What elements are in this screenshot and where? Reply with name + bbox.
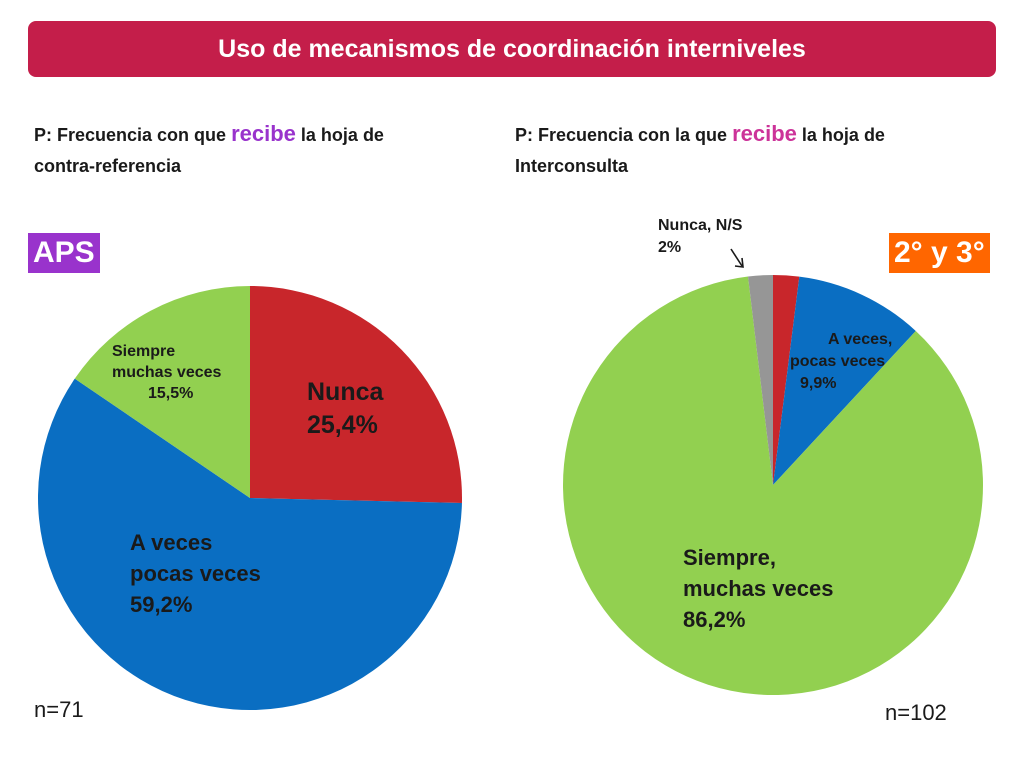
question-right: P: Frecuencia con la que recibe la hoja … bbox=[515, 118, 995, 182]
question-left-post: la hoja de contra-referencia bbox=[34, 125, 384, 176]
pie-left-slice-0 bbox=[250, 286, 462, 503]
pie-right-slice-2 bbox=[563, 276, 984, 696]
aps-tag: APS bbox=[28, 233, 100, 273]
question-left-emph: recibe bbox=[231, 121, 296, 146]
question-left-pre: P: Frecuencia con que bbox=[34, 125, 227, 145]
pie-left-label-1: A veces pocas veces 59,2% bbox=[130, 530, 261, 617]
pie-left-label-0: Nunca 25,4% bbox=[307, 378, 385, 439]
aps-tag-text: APS bbox=[33, 236, 95, 269]
n-right: n=102 bbox=[885, 700, 947, 725]
question-right-pre: P: Frecuencia con la que bbox=[515, 125, 728, 145]
secondary-tertiary-tag-text: 2° y 3° bbox=[894, 236, 985, 269]
question-left: P: Frecuencia con que recibe la hoja de … bbox=[34, 118, 414, 182]
pie-labels: Nunca 25,4% A veces pocas veces 59,2% Siempre… bbox=[112, 217, 892, 632]
pie-right-slice-1 bbox=[773, 276, 916, 485]
pie-right-label-0: Nunca, N/S 2% bbox=[658, 217, 743, 256]
pie-right-label-2: Siempre, muchas veces 86,2% bbox=[683, 545, 833, 632]
title-banner: Uso de mecanismos de coordinación intern… bbox=[28, 21, 996, 77]
pie-right-slice-3 bbox=[747, 275, 773, 485]
page-title: Uso de mecanismos de coordinación intern… bbox=[218, 34, 806, 63]
n-left: n=71 bbox=[34, 697, 84, 722]
pie-right-slice-0 bbox=[773, 275, 800, 485]
pointer-arrow bbox=[730, 248, 744, 268]
pie-right-label-1: A veces, pocas veces 9,9% bbox=[790, 331, 892, 392]
pie-chart-right bbox=[563, 275, 984, 696]
question-right-emph: recibe bbox=[732, 121, 797, 146]
question-right-post: la hoja de Interconsulta bbox=[515, 125, 885, 176]
pie-left-label-2: Siempre muchas veces 15,5% bbox=[112, 343, 222, 402]
pie-chart-left bbox=[38, 286, 462, 710]
secondary-tertiary-tag: 2° y 3° bbox=[889, 233, 990, 273]
pie-left-slice-2 bbox=[74, 286, 250, 498]
pie-left-slice-1 bbox=[38, 378, 462, 710]
